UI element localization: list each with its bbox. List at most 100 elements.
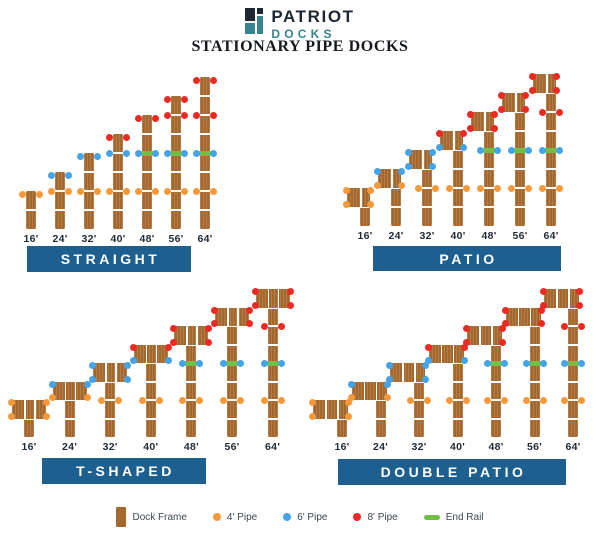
pipe-8ft-dot (193, 76, 200, 84)
pipe-6ft-dot (129, 357, 137, 364)
pipe-8ft-dot (499, 338, 506, 346)
section-label-t-shaped: T-SHAPED (42, 458, 206, 484)
frame-joint-line (26, 209, 36, 211)
frame-joint-line (515, 187, 525, 189)
pipe-8ft-dot (135, 114, 142, 122)
dock-length-label: 16' (357, 230, 373, 242)
frame-joint-line (142, 133, 152, 135)
end-rail (544, 147, 558, 153)
pipe-6ft-dot (436, 144, 443, 151)
head-joint-line (74, 381, 77, 400)
frame-joint-line (171, 190, 181, 192)
frame-joint-line (200, 95, 210, 97)
dock-length-label: 64' (543, 230, 559, 242)
pipe-4ft-dot (115, 396, 123, 404)
pipe-4ft-dot (48, 187, 55, 195)
pipe-8ft-dot (553, 87, 560, 94)
head-joint-line (145, 344, 148, 363)
frame-joint-line (227, 399, 237, 401)
frame-joint-line (568, 325, 578, 327)
pipe-4ft-dot (309, 399, 316, 406)
frame-joint-line (484, 206, 494, 208)
legend-item-end-rail: End Rail (423, 512, 484, 523)
dock-frame-column (64, 381, 75, 437)
pipe-8ft-dot-swatch (353, 513, 362, 521)
pipe-4ft-dot (98, 396, 106, 404)
pipe-6ft-dot (422, 362, 429, 369)
frame-joint-line (105, 380, 116, 383)
pipe-8ft-dot (460, 343, 468, 351)
frame-joint-line (568, 417, 578, 420)
pipe-6ft-dot (398, 168, 405, 175)
pipe-8ft-dot (123, 133, 130, 141)
pipe-4ft-dot (277, 396, 285, 404)
pipe-4ft-dot (94, 187, 101, 195)
head-joint-line (491, 326, 493, 345)
pipe-8ft-dot (498, 92, 505, 99)
frame-joint-line (145, 362, 156, 364)
frame-joint-line (484, 168, 494, 170)
pipe-8ft-dot (540, 288, 547, 295)
pipe-4ft-dot (8, 399, 15, 406)
pipe-8ft-dot (205, 325, 213, 332)
pipe-8ft-dot (460, 130, 467, 137)
pipe-8ft-dot (251, 288, 259, 295)
dock-head-t (215, 307, 249, 326)
frame-joint-line (422, 206, 432, 208)
frame-joint-line (546, 111, 556, 113)
frame-joint-line (491, 417, 501, 420)
frame-joint-line (529, 417, 540, 420)
dock-head-t (133, 344, 168, 363)
frame-joint-line (267, 380, 278, 383)
pipe-4ft-dot (260, 396, 268, 404)
pipe-8ft-dot (491, 111, 498, 118)
frame-joint-line (453, 206, 463, 208)
pipe-8ft-dot (522, 106, 529, 113)
frame-joint-line (186, 380, 197, 383)
pipe-4ft-dot (525, 184, 532, 192)
dock-length-label: 64' (265, 441, 281, 453)
head-joint-line (440, 344, 443, 363)
pipe-4ft-dot (383, 394, 391, 401)
dock-head-patio (378, 169, 401, 188)
frame-joint-line (267, 417, 278, 420)
frame-joint-line (145, 417, 156, 420)
legend-label: Dock Frame (132, 511, 187, 523)
frame-joint-line (227, 380, 237, 383)
frame-joint-line (105, 417, 116, 420)
pipe-6ft-dot (561, 359, 568, 367)
dock-frame-column (171, 96, 181, 229)
frame-joint-line (267, 343, 278, 346)
pipe-4ft-dot (155, 396, 163, 404)
frame-joint-line (200, 190, 210, 192)
pipe-6ft-dot (494, 146, 501, 154)
pipe-6ft-dot (525, 146, 532, 154)
pipe-6ft-dot (106, 149, 113, 157)
frame-joint-line (529, 399, 540, 401)
pipe-8ft-dot (164, 95, 171, 103)
pipe-6ft-dot (181, 149, 188, 157)
section-label-patio: PATIO (373, 246, 561, 271)
frame-joint-line (186, 399, 197, 401)
pipe-6ft-dot (210, 149, 217, 157)
frame-joint-line (337, 417, 347, 420)
end-rail (198, 150, 212, 156)
dock-frame-column (453, 131, 463, 226)
frame-joint-line (267, 306, 278, 309)
pipe-6ft-dot (164, 357, 172, 364)
frame-joint-line (391, 206, 401, 208)
head-joint-line (452, 344, 455, 363)
pipe-6ft-dot (386, 362, 393, 369)
pipe-8ft-dot (170, 325, 178, 332)
frame-joint-line (529, 343, 540, 346)
pipe-4ft-dot (508, 184, 515, 192)
frame-joint-line (491, 380, 501, 383)
pipe-4ft-dot (432, 184, 439, 192)
head-joint-line (453, 131, 455, 150)
pipe-4ft-dot (345, 412, 352, 420)
pipe-4ft-dot (193, 187, 200, 195)
frame-joint-line (391, 187, 401, 189)
pipe-4ft-dot (83, 394, 91, 401)
